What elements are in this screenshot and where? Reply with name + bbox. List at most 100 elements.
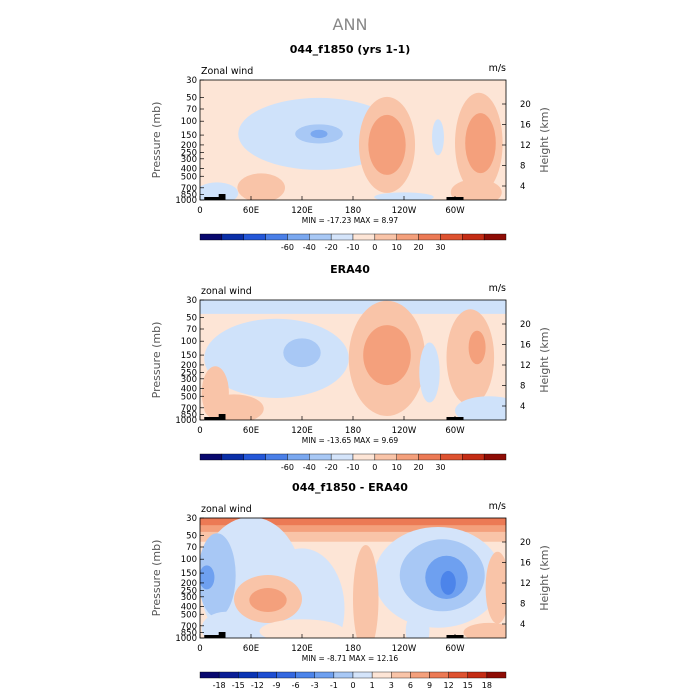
y-tick-label: 250 xyxy=(181,369,197,379)
y-tick-label: 30 xyxy=(186,514,197,524)
colorbar-label: 0 xyxy=(372,463,377,472)
colorbar-label: 9 xyxy=(427,681,432,690)
y-right-tick-label: 4 xyxy=(520,182,525,192)
y-tick-label: 500 xyxy=(181,172,197,182)
colorbar-segment xyxy=(257,671,277,679)
colorbar-label: 15 xyxy=(463,681,473,690)
y-tick-label: 100 xyxy=(181,337,197,347)
plot-area xyxy=(200,518,506,638)
min-max-stats: MIN = -17.23 MAX = 8.97 xyxy=(302,216,399,225)
colorbar-segment xyxy=(287,233,310,241)
colorbar-segment xyxy=(330,453,354,461)
y-tick-label: 700 xyxy=(181,622,197,632)
colorbar-segment xyxy=(440,453,463,461)
contour-region xyxy=(353,545,379,638)
colorbar-segment xyxy=(265,233,288,241)
x-tick-label: 120E xyxy=(291,644,313,654)
y-right-tick-label: 20 xyxy=(520,100,531,110)
contour-region xyxy=(283,338,321,368)
contour-region xyxy=(455,396,506,420)
contour-region xyxy=(200,533,236,618)
topography-mark xyxy=(204,417,226,420)
topography-mark xyxy=(204,197,226,200)
colorbar-label: 0 xyxy=(350,681,355,690)
contour-region xyxy=(201,611,250,638)
contour-region xyxy=(201,366,229,420)
colorbar-label: -18 xyxy=(213,681,226,690)
y-tick-label: 150 xyxy=(181,131,197,141)
y-tick-label: 250 xyxy=(181,149,197,159)
x-tick-label: 120W xyxy=(392,426,417,436)
x-tick-label: 180 xyxy=(345,206,361,216)
y-right-tick-label: 20 xyxy=(520,538,531,548)
min-max-stats: MIN = -8.71 MAX = 12.16 xyxy=(302,654,399,663)
contour-region xyxy=(200,182,239,200)
y-tick-label: 30 xyxy=(186,296,197,306)
y-tick-label: 150 xyxy=(181,351,197,361)
y-right-tick-label: 12 xyxy=(520,579,531,589)
y-right-tick-label: 16 xyxy=(520,341,531,351)
colorbar-segment xyxy=(218,671,239,679)
contour-region xyxy=(465,113,496,174)
y-tick-label: 70 xyxy=(186,105,197,115)
x-tick-label: 120W xyxy=(392,644,417,654)
colorbar-label: 0 xyxy=(372,243,377,252)
x-tick-label: 60W xyxy=(445,206,465,216)
top-band xyxy=(200,300,506,314)
colorbar-label: -3 xyxy=(311,681,319,690)
y-tick-label: 50 xyxy=(186,531,197,541)
y-right-tick-label: 8 xyxy=(520,382,525,392)
y-tick-label: 250 xyxy=(181,587,197,597)
colorbar-segment xyxy=(483,233,507,241)
colorbar-label: 3 xyxy=(389,681,394,690)
y-right-tick-label: 20 xyxy=(520,320,531,330)
y-tick-label: 200 xyxy=(181,141,197,151)
y-tick-label: 850 xyxy=(181,190,197,200)
topography-mark xyxy=(218,414,226,420)
y-tick-label: 200 xyxy=(181,361,197,371)
colorbar-label: -1 xyxy=(330,681,338,690)
contour-region xyxy=(405,611,430,638)
units-label: m/s xyxy=(489,501,506,512)
colorbar-segment xyxy=(374,233,397,241)
chart-title: 044_f1850 - ERA40 xyxy=(292,481,408,494)
colorbar-label: -10 xyxy=(346,243,359,252)
y-axis-label: Pressure (mb) xyxy=(150,540,163,617)
colorbar-segment xyxy=(238,671,258,679)
colorbar-segment xyxy=(352,671,373,679)
field-label: zonal wind xyxy=(201,286,252,297)
contour-region xyxy=(310,129,328,139)
colorbar-label: 10 xyxy=(392,463,402,472)
colorbar-label: -60 xyxy=(281,463,294,472)
page-title: ANN xyxy=(333,15,368,34)
contour-region xyxy=(259,619,345,638)
y-tick-label: 150 xyxy=(181,569,197,579)
colorbar-segment xyxy=(429,671,449,679)
y-right-tick-label: 12 xyxy=(520,141,531,151)
y-tick-label: 300 xyxy=(181,593,197,603)
y-right-tick-label: 16 xyxy=(520,121,531,131)
colorbar-label: -20 xyxy=(325,463,338,472)
colorbar-segment xyxy=(199,671,220,679)
top-layer-2 xyxy=(200,518,506,526)
colorbar-segment xyxy=(295,671,315,679)
colorbar-segment xyxy=(314,671,335,679)
colorbar-segment xyxy=(333,671,354,679)
chart-title: ERA40 xyxy=(330,263,370,276)
x-tick-label: 60E xyxy=(243,426,259,436)
contour-region xyxy=(237,173,285,200)
y-right-tick-label: 8 xyxy=(520,162,525,172)
y-right-tick-label: 12 xyxy=(520,361,531,371)
colorbar-label: -60 xyxy=(281,243,294,252)
colorbar-segment xyxy=(418,453,441,461)
colorbar-label: -6 xyxy=(292,681,300,690)
topography-mark xyxy=(204,635,226,638)
colorbar-segment xyxy=(418,233,441,241)
colorbar-segment xyxy=(265,453,288,461)
y-axis-label: Pressure (mb) xyxy=(150,102,163,179)
plot-area xyxy=(200,80,506,200)
x-tick-label: 0 xyxy=(197,426,202,436)
contour-region xyxy=(485,551,506,624)
colorbar-label: -40 xyxy=(303,463,316,472)
